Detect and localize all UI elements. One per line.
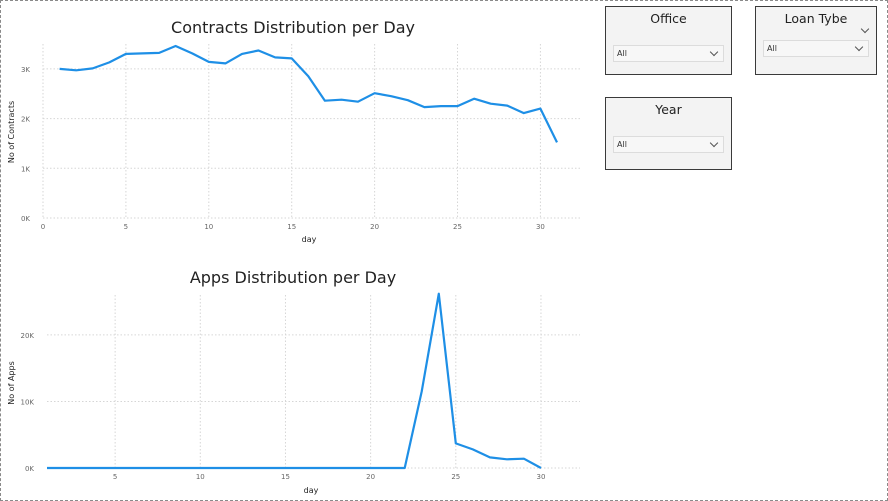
x-tick-label: 30: [536, 223, 545, 231]
x-tick-label: 15: [287, 223, 296, 231]
year-dropdown[interactable]: All: [613, 136, 724, 153]
x-tick-label: 25: [453, 223, 462, 231]
chevron-down-icon: [709, 47, 719, 57]
loan-type-slicer-title: Loan Tybe: [784, 11, 848, 26]
office-dropdown[interactable]: All: [613, 45, 724, 62]
x-tick-label: 0: [41, 223, 45, 231]
chart-title: Contracts Distribution per Day: [171, 18, 415, 37]
y-tick-label: 2K: [21, 116, 30, 124]
chevron-down-icon: [854, 42, 864, 52]
series-line: [47, 292, 542, 470]
office-dropdown-value: All: [617, 49, 627, 58]
x-tick-label: 15: [281, 473, 290, 481]
y-axis-label: No of Apps: [7, 361, 16, 404]
y-axis-label: No of Contracts: [7, 101, 16, 163]
x-tick-label: 5: [124, 223, 128, 231]
y-tick-label: 1K: [21, 165, 30, 173]
y-tick-label: 0K: [25, 465, 34, 473]
series-line: [59, 44, 558, 143]
y-tick-label: 3K: [21, 66, 30, 74]
y-tick-label: 0K: [21, 215, 30, 223]
office-slicer: Office All: [605, 6, 732, 75]
year-slicer: Year All: [605, 97, 732, 170]
office-slicer-title: Office: [650, 11, 687, 26]
year-slicer-title: Year: [655, 102, 682, 117]
x-tick-label: 30: [537, 473, 546, 481]
x-tick-label: 5: [113, 473, 117, 481]
apps-chart: Apps Distribution per Day 0K 10K 20K 5 10 15…: [7, 268, 580, 495]
x-axis-label: day: [302, 235, 317, 244]
contracts-chart: Contracts Distribution per Day 0K1K2K3K …: [7, 18, 580, 244]
x-tick-label: 20: [366, 473, 375, 481]
x-axis-label: day: [304, 486, 319, 495]
chevron-down-icon[interactable]: [860, 24, 870, 34]
loan-type-dropdown[interactable]: All: [763, 40, 869, 57]
y-tick-label: 10K: [21, 398, 35, 406]
x-tick-label: 20: [370, 223, 379, 231]
x-tick-label: 25: [451, 473, 460, 481]
y-tick-label: 20K: [21, 332, 35, 340]
loan-type-dropdown-value: All: [767, 44, 777, 53]
chevron-down-icon: [709, 138, 719, 148]
chart-title: Apps Distribution per Day: [190, 268, 396, 287]
loan-type-slicer: Loan Tybe All: [755, 6, 877, 75]
x-tick-label: 10: [204, 223, 213, 231]
x-tick-label: 10: [196, 473, 205, 481]
year-dropdown-value: All: [617, 140, 627, 149]
